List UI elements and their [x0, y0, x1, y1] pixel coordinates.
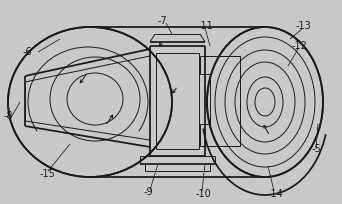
Text: -11: -11 — [198, 21, 214, 31]
Text: -8: -8 — [4, 111, 14, 121]
Text: -13: -13 — [296, 21, 312, 31]
Text: -14: -14 — [268, 189, 284, 199]
Text: -15: -15 — [40, 169, 56, 179]
Ellipse shape — [207, 27, 323, 177]
Ellipse shape — [8, 27, 172, 177]
Text: -7: -7 — [158, 16, 168, 26]
Text: -9: -9 — [144, 187, 154, 197]
Text: -5: -5 — [312, 144, 322, 154]
Text: -12: -12 — [292, 41, 308, 51]
Text: -6: -6 — [23, 47, 32, 57]
Text: -10: -10 — [196, 189, 212, 199]
